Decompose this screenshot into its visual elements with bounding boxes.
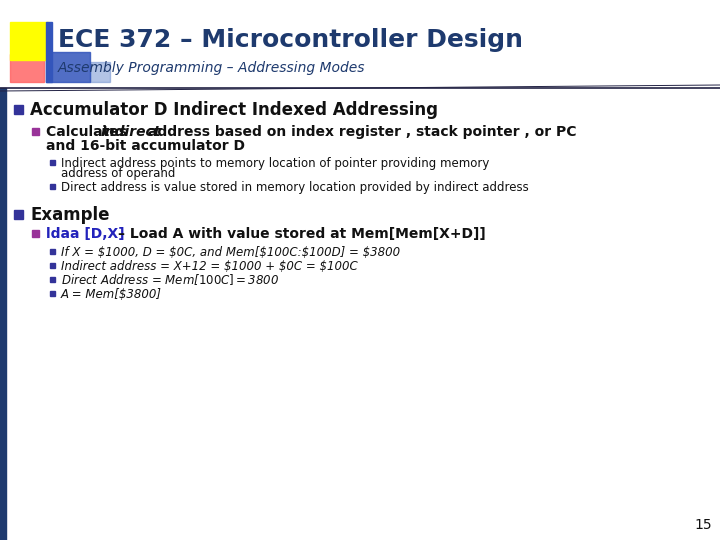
Bar bbox=[50, 263, 55, 268]
Bar bbox=[50, 160, 55, 165]
Text: 15: 15 bbox=[694, 518, 712, 532]
Bar bbox=[10, 22, 48, 60]
Bar bbox=[50, 184, 55, 189]
Bar bbox=[32, 128, 39, 135]
Bar bbox=[50, 249, 55, 254]
Text: Direct Address = Mem[$100C] = $3800: Direct Address = Mem[$100C] = $3800 bbox=[61, 273, 279, 287]
Bar bbox=[50, 291, 55, 296]
Bar bbox=[14, 210, 23, 219]
Text: indirect: indirect bbox=[101, 125, 161, 139]
Bar bbox=[50, 277, 55, 282]
Text: address based on index register , stack pointer , or PC: address based on index register , stack … bbox=[143, 125, 577, 139]
Text: – Load A with value stored at Mem[Mem[X+D]]: – Load A with value stored at Mem[Mem[X+… bbox=[118, 227, 486, 241]
Text: address of operand: address of operand bbox=[61, 167, 176, 180]
Bar bbox=[46, 52, 90, 82]
Text: Indirect address points to memory location of pointer providing memory: Indirect address points to memory locati… bbox=[61, 157, 490, 170]
Bar bbox=[32, 230, 39, 237]
Text: and 16-bit accumulator D: and 16-bit accumulator D bbox=[46, 139, 245, 153]
Bar bbox=[10, 54, 44, 82]
Text: Example: Example bbox=[30, 206, 109, 224]
Text: ECE 372 – Microcontroller Design: ECE 372 – Microcontroller Design bbox=[58, 28, 523, 52]
Text: Calculates: Calculates bbox=[46, 125, 132, 139]
Text: If X = $1000, D = $0C, and Mem[$100C:$100D] = $3800: If X = $1000, D = $0C, and Mem[$100C:$10… bbox=[61, 246, 400, 259]
Bar bbox=[90, 62, 110, 82]
Bar bbox=[0, 88, 6, 540]
Text: ldaa [D,X]: ldaa [D,X] bbox=[46, 227, 125, 241]
Text: Indirect address = X+12 = $1000 + $0C = $100C: Indirect address = X+12 = $1000 + $0C = … bbox=[61, 260, 358, 273]
Bar bbox=[46, 22, 52, 82]
Text: Accumulator D Indirect Indexed Addressing: Accumulator D Indirect Indexed Addressin… bbox=[30, 101, 438, 119]
Bar bbox=[14, 105, 23, 114]
Text: Assembly Programming – Addressing Modes: Assembly Programming – Addressing Modes bbox=[58, 61, 366, 75]
Text: A = Mem[$3800]: A = Mem[$3800] bbox=[61, 287, 162, 300]
Text: Direct address is value stored in memory location provided by indirect address: Direct address is value stored in memory… bbox=[61, 180, 528, 193]
